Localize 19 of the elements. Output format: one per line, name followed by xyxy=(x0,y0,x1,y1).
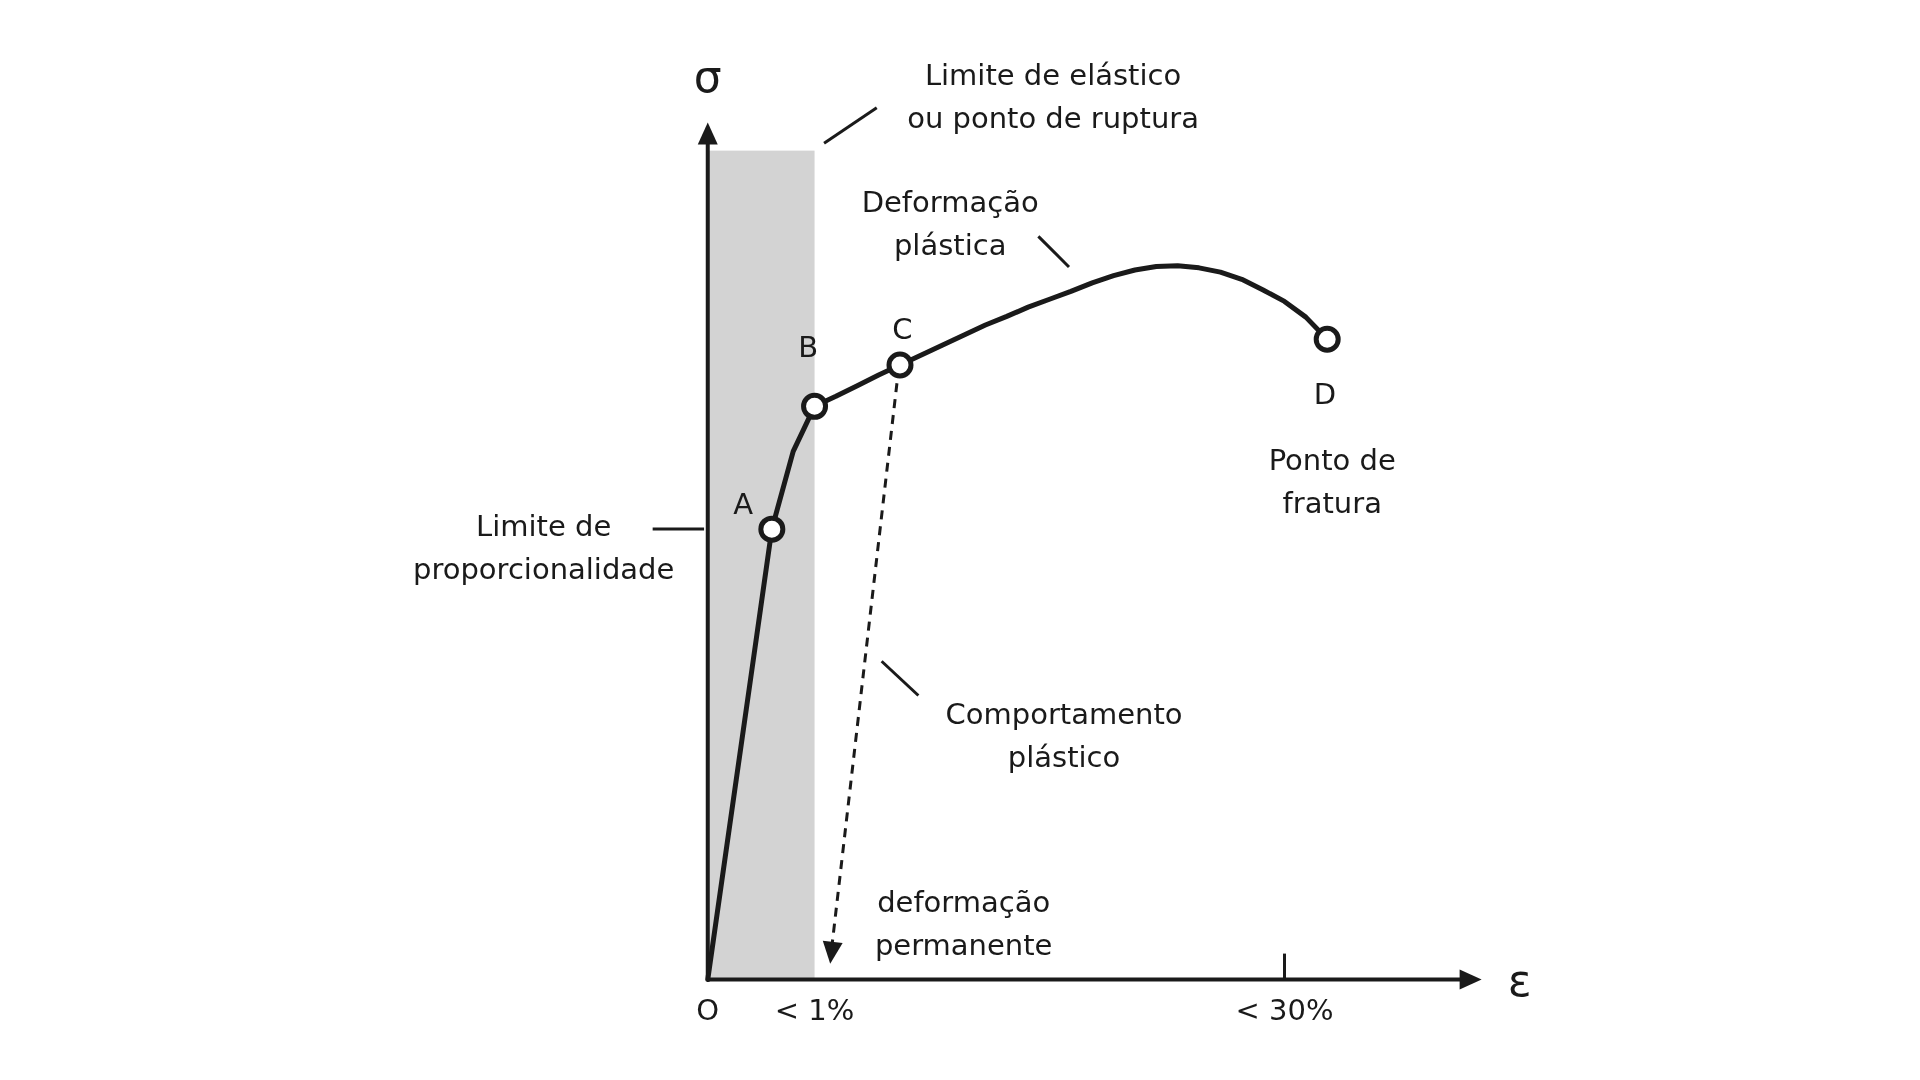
text: Limite de proporcionalidade xyxy=(413,508,675,586)
annotation: deformação permanente xyxy=(874,884,1053,962)
x-tick-label: < 1% xyxy=(774,992,855,1027)
point xyxy=(1313,325,1341,353)
annotation: D xyxy=(1313,376,1337,411)
point xyxy=(801,392,829,420)
annotation: A xyxy=(733,486,754,521)
annotation: C xyxy=(892,311,913,346)
point xyxy=(886,351,914,379)
y-axis-title: σ xyxy=(693,51,722,103)
x-tick-label: < 30% xyxy=(1235,992,1334,1027)
point xyxy=(758,515,786,543)
annotation: B xyxy=(798,329,819,364)
x-tick-label: O xyxy=(696,992,720,1027)
annotation: Ponto de fratura xyxy=(1268,442,1396,520)
x-axis-title: ε xyxy=(1507,954,1532,1006)
text: Limite de elástico ou ponto de ruptura xyxy=(907,58,1199,136)
text: Deformação plástica xyxy=(861,185,1039,263)
annotation: Comportamento plástico xyxy=(945,697,1183,775)
